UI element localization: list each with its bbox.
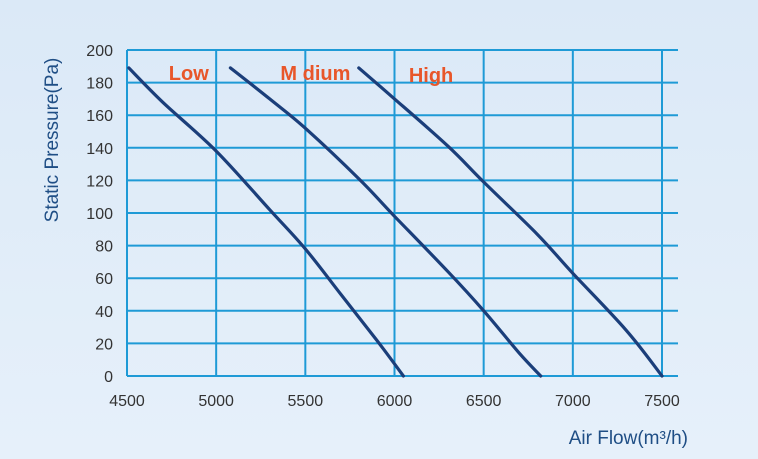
y-tick-labels: 0 20 40 60 80 100 120 140 160 180 200 [86,43,113,386]
y-tick-label-200: 200 [86,43,113,60]
x-tick-label-5500: 5500 [288,393,324,410]
series-line-low [129,68,404,376]
series-line-high [359,68,662,376]
y-tick-label-100: 100 [86,206,113,223]
y-tick-label-0: 0 [104,369,113,386]
series-label-high: High [409,65,453,87]
y-tick-label-80: 80 [95,239,113,256]
series-line-m-dium [230,68,540,376]
grid [127,50,678,376]
series-label-low: Low [169,63,209,85]
x-tick-label-6000: 6000 [377,393,413,410]
y-tick-label-180: 180 [86,76,113,93]
y-tick-label-160: 160 [86,108,113,125]
y-tick-label-140: 140 [86,141,113,158]
x-tick-label-7500: 7500 [644,393,680,410]
y-tick-label-60: 60 [95,271,113,288]
x-tick-labels: 4500 5000 5500 6000 6500 7000 7500 [109,393,680,410]
series-label-m-dium: M dium [280,63,350,85]
x-tick-label-4500: 4500 [109,393,145,410]
y-tick-label-40: 40 [95,304,113,321]
x-tick-label-6500: 6500 [466,393,502,410]
x-tick-label-7000: 7000 [555,393,591,410]
y-tick-label-20: 20 [95,336,113,353]
y-tick-label-120: 120 [86,173,113,190]
x-axis-label: Air Flow(m³/h) [569,428,688,449]
x-tick-label-5000: 5000 [198,393,234,410]
y-axis-label: Static Pressure(Pa) [42,58,63,223]
